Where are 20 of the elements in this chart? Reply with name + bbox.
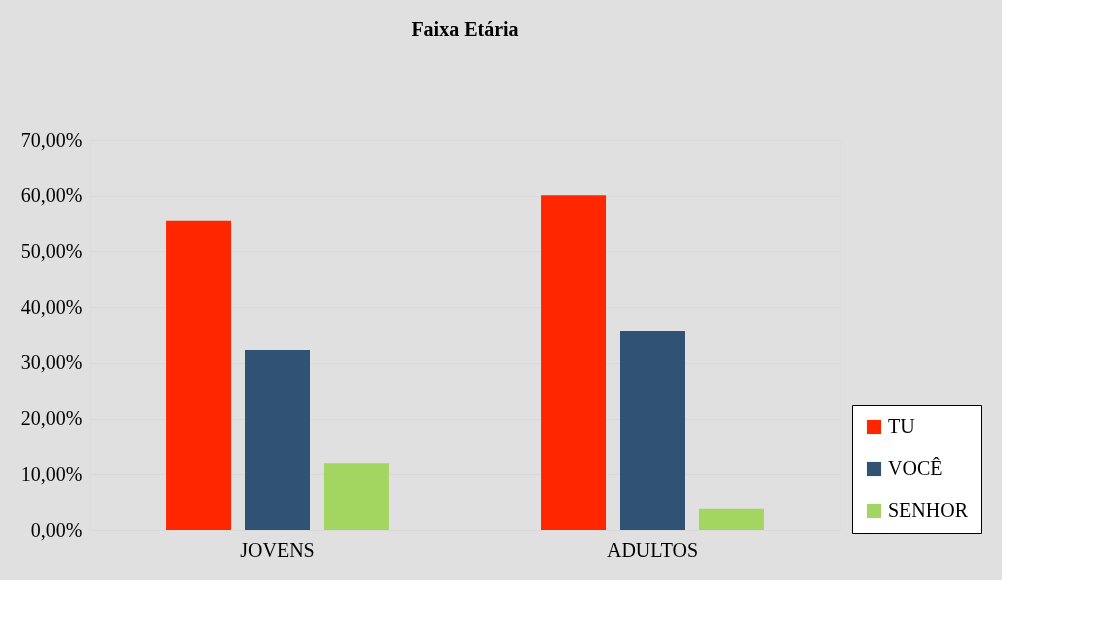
- y-tick-label: 60,00%: [20, 184, 83, 207]
- bar: [323, 463, 389, 530]
- chart-title: Faixa Etária: [411, 18, 519, 40]
- bar: [166, 220, 232, 530]
- y-tick-label: 20,00%: [20, 407, 83, 430]
- y-tick-label: 40,00%: [20, 295, 83, 318]
- y-tick-label: 50,00%: [20, 239, 83, 262]
- bar: [541, 195, 607, 530]
- x-tick-label: ADULTOS: [606, 538, 699, 561]
- y-tick-label: 10,00%: [20, 462, 83, 485]
- legend-label: VOCÊ: [888, 457, 943, 479]
- bar: [698, 508, 764, 530]
- y-tick-label: 70,00%: [20, 128, 83, 151]
- x-tick-label: JOVENS: [240, 538, 315, 561]
- bar: [245, 350, 310, 530]
- y-tick-label: 30,00%: [20, 351, 83, 374]
- bar: [620, 331, 685, 530]
- legend-label: SENHOR: [888, 499, 969, 521]
- legend-label: TU: [888, 415, 916, 437]
- y-tick-label: 0,00%: [30, 518, 83, 541]
